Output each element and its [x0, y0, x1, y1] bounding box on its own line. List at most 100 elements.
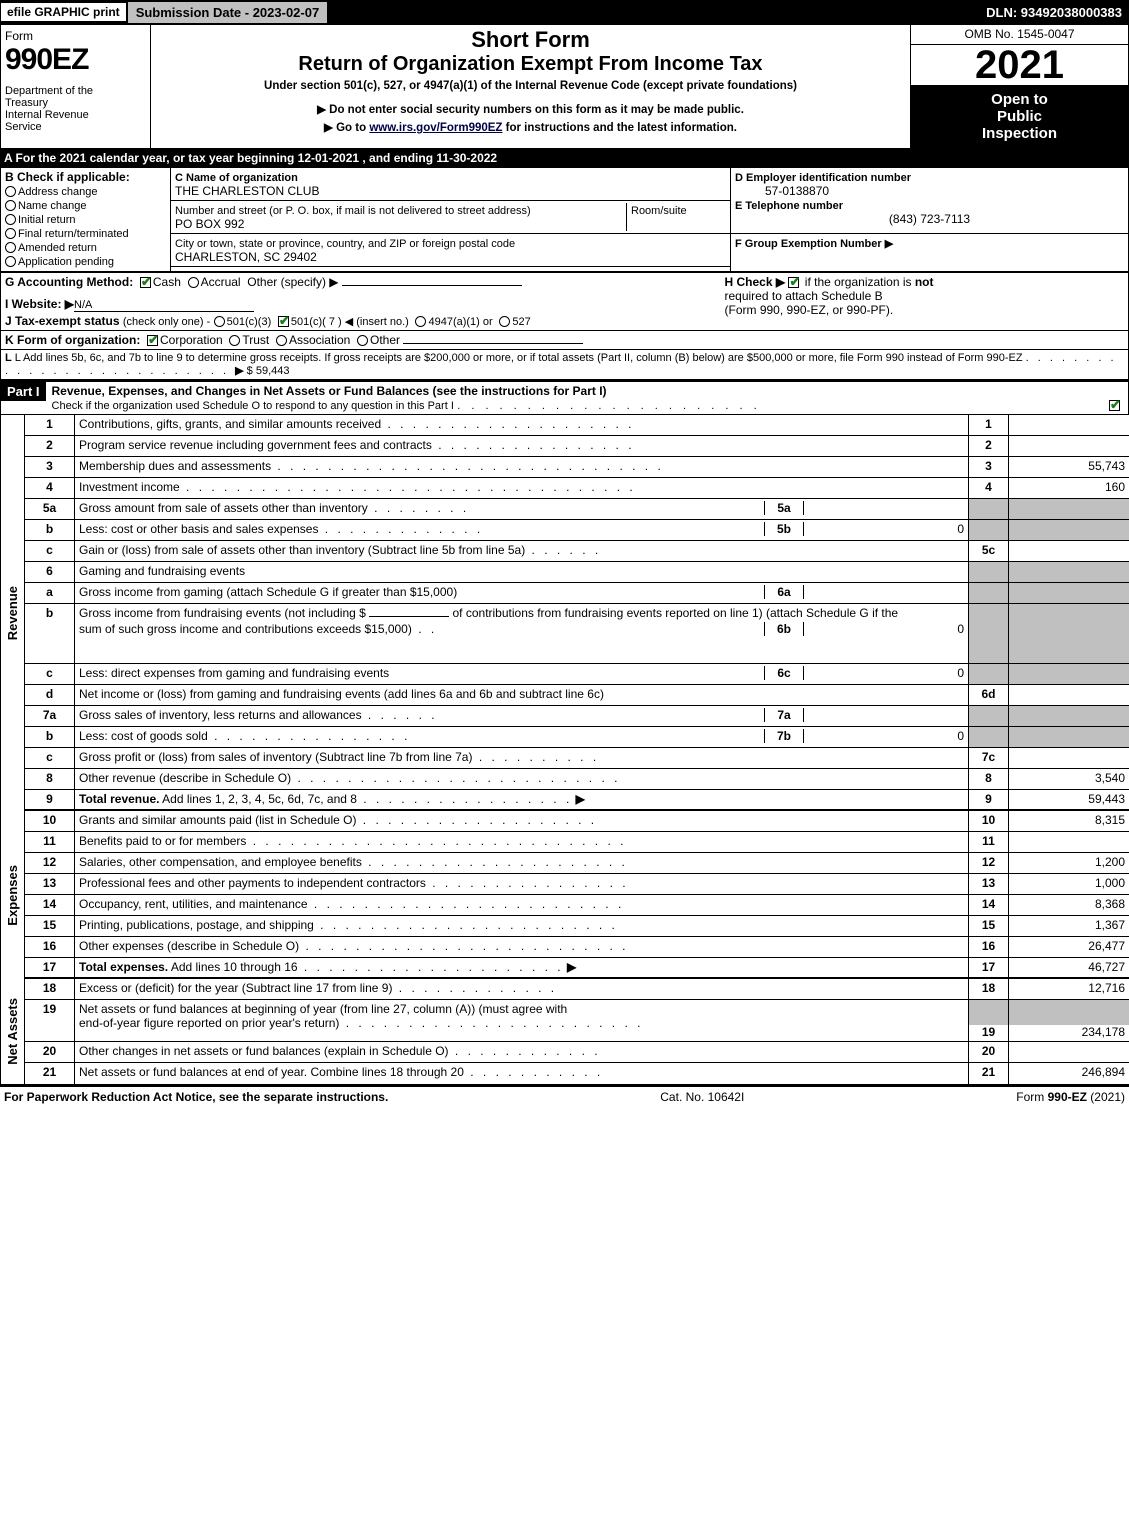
c-name-label: C Name of organization [175, 172, 298, 184]
chk-amended-return[interactable] [5, 242, 16, 253]
subtitle-sections: Under section 501(c), 527, or 4947(a)(1)… [155, 80, 906, 92]
efile-print-link[interactable]: efile GRAPHIC print [1, 3, 126, 21]
gh-block: G Accounting Method: Cash Accrual Other … [0, 272, 1129, 331]
line-6: 6 Gaming and fundraising events [25, 562, 1129, 583]
chk-final-return[interactable] [5, 228, 16, 239]
line-9: 9 Total revenue. Add lines 1, 2, 3, 4, 5… [25, 790, 1129, 811]
form-label: Form [5, 29, 33, 43]
chk-other-org[interactable] [357, 335, 368, 346]
line-a: A For the 2021 calendar year, or tax yea… [0, 149, 1129, 167]
line-15: 15 Printing, publications, postage, and … [25, 916, 1129, 937]
line-8: 8 Other revenue (describe in Schedule O)… [25, 769, 1129, 790]
g-label: G Accounting Method: [5, 275, 133, 289]
part1-header: Part I Revenue, Expenses, and Changes in… [0, 380, 1129, 415]
j-label: J Tax-exempt status [5, 314, 120, 328]
telephone: (843) 723-7113 [735, 212, 1124, 226]
line-2: 2 Program service revenue including gove… [25, 436, 1129, 457]
line-6c: c Less: direct expenses from gaming and … [25, 664, 1129, 685]
room-label: Room/suite [631, 205, 687, 217]
d-label: D Employer identification number [735, 172, 911, 184]
line-6b: b Gross income from fundraising events (… [25, 604, 1129, 664]
title-short-form: Short Form [155, 27, 906, 53]
amt-19: 234,178 [1013, 1025, 1125, 1039]
val-5b: 0 [804, 522, 964, 536]
chk-schedule-b[interactable] [788, 277, 799, 288]
org-name: THE CHARLESTON CLUB [175, 184, 319, 198]
line-1: 1 Contributions, gifts, grants, and simi… [25, 415, 1129, 436]
line-5b: b Less: cost or other basis and sales ex… [25, 520, 1129, 541]
line-7b: b Less: cost of goods sold . . . . . . .… [25, 727, 1129, 748]
irs-link[interactable]: www.irs.gov/Form990EZ [369, 122, 502, 134]
line-5c: c Gain or (loss) from sale of assets oth… [25, 541, 1129, 562]
f-label: F Group Exemption Number ▶ [735, 238, 893, 250]
chk-association[interactable] [276, 335, 287, 346]
line-21: 21 Net assets or fund balances at end of… [25, 1063, 1129, 1084]
submission-date: Submission Date - 2023-02-07 [128, 2, 328, 23]
net-assets-section: Net Assets 18 Excess or (deficit) for th… [0, 979, 1129, 1085]
chk-address-change[interactable] [5, 186, 16, 197]
expenses-label: Expenses [5, 865, 20, 926]
subtitle-goto: ▶ Go to www.irs.gov/Form990EZ for instru… [155, 120, 906, 134]
h-label: H Check ▶ [725, 275, 786, 289]
amt-15: 1,367 [1009, 916, 1129, 936]
org-info-block: B Check if applicable: Address change Na… [0, 167, 1129, 272]
part1-sub: Check if the organization used Schedule … [52, 400, 454, 412]
amt-8: 3,540 [1009, 769, 1129, 789]
line-16: 16 Other expenses (describe in Schedule … [25, 937, 1129, 958]
footer-cat: Cat. No. 10642I [660, 1090, 744, 1104]
ein: 57-0138870 [735, 184, 1124, 198]
line-18: 18 Excess or (deficit) for the year (Sub… [25, 979, 1129, 1000]
chk-cash[interactable] [140, 277, 151, 288]
revenue-label: Revenue [5, 586, 20, 640]
line-17: 17 Total expenses. Add lines 10 through … [25, 958, 1129, 979]
chk-accrual[interactable] [188, 277, 199, 288]
addr-label: Number and street (or P. O. box, if mail… [175, 205, 531, 217]
title-return: Return of Organization Exempt From Incom… [155, 53, 906, 76]
k-label: K Form of organization: [5, 333, 140, 347]
tax-year: 2021 [911, 45, 1128, 85]
org-address: PO BOX 992 [175, 217, 244, 231]
line-7a: 7a Gross sales of inventory, less return… [25, 706, 1129, 727]
footer-left: For Paperwork Reduction Act Notice, see … [4, 1090, 388, 1104]
chk-name-change[interactable] [5, 200, 16, 211]
chk-trust[interactable] [229, 335, 240, 346]
line-3: 3 Membership dues and assessments . . . … [25, 457, 1129, 478]
amt-18: 12,716 [1009, 979, 1129, 999]
dln: DLN: 93492038000383 [980, 3, 1128, 22]
other-method-input[interactable] [342, 285, 522, 286]
6b-contrib-input[interactable] [369, 616, 449, 617]
b-label: B Check if applicable: [5, 170, 130, 184]
form-number: 990EZ [5, 43, 146, 77]
line-13: 13 Professional fees and other payments … [25, 874, 1129, 895]
amt-10: 8,315 [1009, 811, 1129, 831]
org-city: CHARLESTON, SC 29402 [175, 250, 317, 264]
val-6b: 0 [804, 622, 964, 636]
other-org-input[interactable] [403, 343, 583, 344]
city-label: City or town, state or province, country… [175, 238, 515, 250]
chk-4947[interactable] [415, 316, 426, 327]
line-11: 11 Benefits paid to or for members . . .… [25, 832, 1129, 853]
chk-schedule-o[interactable] [1109, 400, 1120, 411]
chk-application-pending[interactable] [5, 256, 16, 267]
revenue-section: Revenue 1 Contributions, gifts, grants, … [0, 415, 1129, 811]
part1-title: Revenue, Expenses, and Changes in Net As… [52, 384, 607, 398]
top-bar: efile GRAPHIC print Submission Date - 20… [0, 0, 1129, 24]
gross-receipts: $ 59,443 [247, 365, 290, 377]
chk-initial-return[interactable] [5, 214, 16, 225]
chk-501c[interactable] [278, 316, 289, 327]
line-6a: a Gross income from gaming (attach Sched… [25, 583, 1129, 604]
line-14: 14 Occupancy, rent, utilities, and maint… [25, 895, 1129, 916]
amt-9: 59,443 [1009, 790, 1129, 809]
chk-527[interactable] [499, 316, 510, 327]
amt-4: 160 [1009, 478, 1129, 498]
e-label: E Telephone number [735, 200, 843, 212]
subtitle-ssn: ▶ Do not enter social security numbers o… [155, 102, 906, 116]
chk-corporation[interactable] [147, 335, 158, 346]
line-12: 12 Salaries, other compensation, and emp… [25, 853, 1129, 874]
k-row: K Form of organization: Corporation Trus… [0, 331, 1129, 350]
chk-501c3[interactable] [214, 316, 225, 327]
net-assets-label: Net Assets [5, 998, 20, 1065]
form-header: Form 990EZ Department of theTreasuryInte… [0, 24, 1129, 149]
line-20: 20 Other changes in net assets or fund b… [25, 1042, 1129, 1063]
part1-badge: Part I [1, 382, 46, 401]
